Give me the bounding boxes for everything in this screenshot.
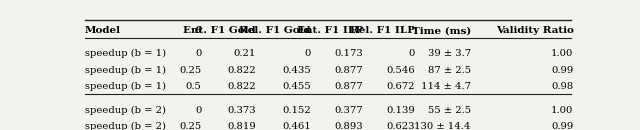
- Text: 0.623: 0.623: [387, 122, 415, 130]
- Text: 0.461: 0.461: [282, 122, 310, 130]
- Text: 0.25: 0.25: [179, 66, 202, 75]
- Text: 39 ± 3.7: 39 ± 3.7: [428, 49, 471, 58]
- Text: θ: θ: [195, 26, 202, 35]
- Text: 0.99: 0.99: [551, 122, 573, 130]
- Text: 0.99: 0.99: [551, 66, 573, 75]
- Text: 130 ± 14.4: 130 ± 14.4: [415, 122, 471, 130]
- Text: 0.877: 0.877: [334, 66, 363, 75]
- Text: Validity Ratio: Validity Ratio: [495, 26, 573, 35]
- Text: 0.893: 0.893: [334, 122, 363, 130]
- Text: speedup (b = 1): speedup (b = 1): [85, 66, 166, 75]
- Text: 114 ± 4.7: 114 ± 4.7: [421, 82, 471, 91]
- Text: 0.546: 0.546: [386, 66, 415, 75]
- Text: 0.455: 0.455: [282, 82, 310, 91]
- Text: 87 ± 2.5: 87 ± 2.5: [428, 66, 471, 75]
- Text: 0.139: 0.139: [386, 106, 415, 115]
- Text: 0.435: 0.435: [282, 66, 310, 75]
- Text: speedup (b = 2): speedup (b = 2): [85, 122, 166, 130]
- Text: 0.152: 0.152: [282, 106, 310, 115]
- Text: 0.822: 0.822: [227, 66, 256, 75]
- Text: 0: 0: [304, 49, 310, 58]
- Text: 1.00: 1.00: [551, 49, 573, 58]
- Text: 0.25: 0.25: [179, 122, 202, 130]
- Text: 0: 0: [195, 106, 202, 115]
- Text: 0.5: 0.5: [186, 82, 202, 91]
- Text: 1.00: 1.00: [551, 106, 573, 115]
- Text: Model: Model: [85, 26, 121, 35]
- Text: speedup (b = 1): speedup (b = 1): [85, 49, 166, 58]
- Text: 0.173: 0.173: [334, 49, 363, 58]
- Text: 0.373: 0.373: [227, 106, 256, 115]
- Text: speedup (b = 2): speedup (b = 2): [85, 106, 166, 115]
- Text: 0.377: 0.377: [334, 106, 363, 115]
- Text: 0.822: 0.822: [227, 82, 256, 91]
- Text: Ent. F1 ILP: Ent. F1 ILP: [296, 26, 363, 35]
- Text: 0.877: 0.877: [334, 82, 363, 91]
- Text: Time (ms): Time (ms): [412, 26, 471, 35]
- Text: 55 ± 2.5: 55 ± 2.5: [428, 106, 471, 115]
- Text: speedup (b = 1): speedup (b = 1): [85, 82, 166, 91]
- Text: Ent. F1 Gold: Ent. F1 Gold: [184, 26, 256, 35]
- Text: 0: 0: [408, 49, 415, 58]
- Text: 0.819: 0.819: [227, 122, 256, 130]
- Text: 0.672: 0.672: [387, 82, 415, 91]
- Text: 0.98: 0.98: [551, 82, 573, 91]
- Text: Rel. F1 ILP: Rel. F1 ILP: [349, 26, 415, 35]
- Text: Rel. F1 Gold: Rel. F1 Gold: [239, 26, 310, 35]
- Text: 0: 0: [195, 49, 202, 58]
- Text: 0.21: 0.21: [234, 49, 256, 58]
